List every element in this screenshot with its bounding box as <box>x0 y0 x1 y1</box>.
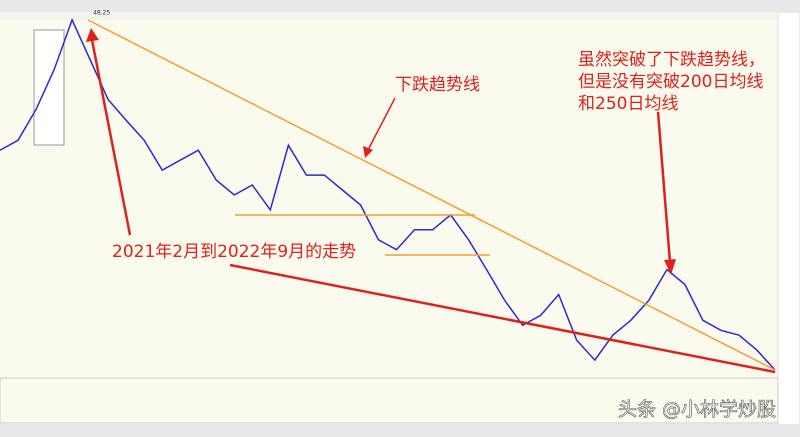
bottom-line <box>229 263 776 374</box>
annotation: 虽然突破了下跌趋势线， <box>578 50 765 70</box>
price-axis <box>777 11 800 428</box>
annotation: 下跌趋势线 <box>395 75 480 95</box>
arrow-head <box>664 259 676 275</box>
annotation: 和250日均线 <box>578 94 678 114</box>
arrow-head <box>363 146 373 158</box>
annotation: 但是没有突破200日均线 <box>578 72 763 92</box>
arrow-head <box>86 28 99 42</box>
arrow <box>90 39 132 236</box>
arrow <box>367 97 396 151</box>
peak-label: 48.25 <box>93 10 110 17</box>
volume-panel <box>0 377 779 424</box>
indicator-bar <box>0 12 800 20</box>
watermark: 头条 @小林学炒股 <box>618 399 776 421</box>
annotation: 2021年2月到2022年9月的走势 <box>112 242 356 262</box>
status-bar <box>0 424 800 437</box>
drawing-toolbox[interactable] <box>33 29 65 146</box>
trend-line <box>87 19 776 371</box>
arrow <box>656 111 672 263</box>
toolbar <box>0 0 800 12</box>
